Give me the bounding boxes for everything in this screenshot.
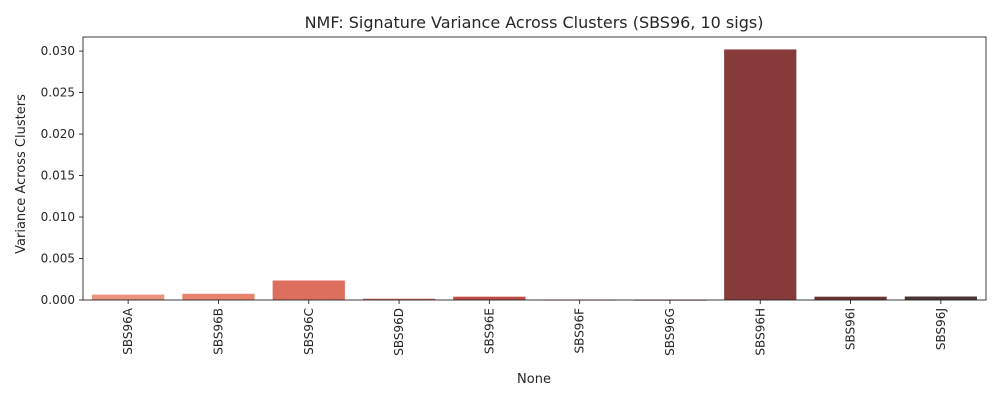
- y-tick-label: 0.025: [41, 86, 75, 100]
- y-tick-label: 0.005: [41, 252, 75, 266]
- bar-sbs96a: [92, 294, 165, 300]
- bar-sbs96h: [724, 49, 797, 300]
- bar-sbs96b: [182, 293, 255, 300]
- x-tick-label: SBS96I: [844, 308, 858, 350]
- y-tick-label: 0.030: [41, 44, 75, 58]
- x-axis-label: None: [517, 372, 551, 387]
- y-tick-label: 0.010: [41, 210, 75, 224]
- y-tick-label: 0.015: [41, 169, 75, 183]
- x-tick-label: SBS96G: [663, 308, 677, 356]
- plot-frame: [82, 36, 987, 301]
- x-tick-label: SBS96E: [482, 308, 496, 354]
- x-tick-label: SBS96B: [211, 308, 225, 355]
- bar-sbs96d: [362, 298, 436, 300]
- x-tick-label: SBS96D: [392, 308, 406, 356]
- bar-sbs96e: [453, 296, 526, 300]
- y-tick-label: 0.020: [41, 127, 75, 141]
- x-tick-label: SBS96C: [302, 308, 316, 355]
- chart-title: NMF: Signature Variance Across Clusters …: [305, 13, 764, 32]
- y-tick-label: 0.000: [41, 293, 75, 307]
- bar-sbs96i: [814, 296, 887, 300]
- y-axis: 0.000 0.005 0.010 0.015 0.020 0.025 0.030: [41, 44, 83, 307]
- x-axis: SBS96A SBS96B SBS96C SBS96D SBS96E SBS96F SBS9…: [121, 300, 948, 356]
- x-tick-label: SBS96J: [934, 308, 948, 350]
- y-axis-label: Variance Across Clusters: [14, 94, 29, 254]
- bar-sbs96j: [904, 296, 977, 300]
- x-tick-label: SBS96F: [573, 308, 587, 354]
- x-tick-label: SBS96H: [753, 308, 767, 356]
- x-tick-label: SBS96A: [121, 307, 135, 355]
- bars-group: [92, 49, 977, 301]
- bar-sbs96c: [272, 280, 345, 300]
